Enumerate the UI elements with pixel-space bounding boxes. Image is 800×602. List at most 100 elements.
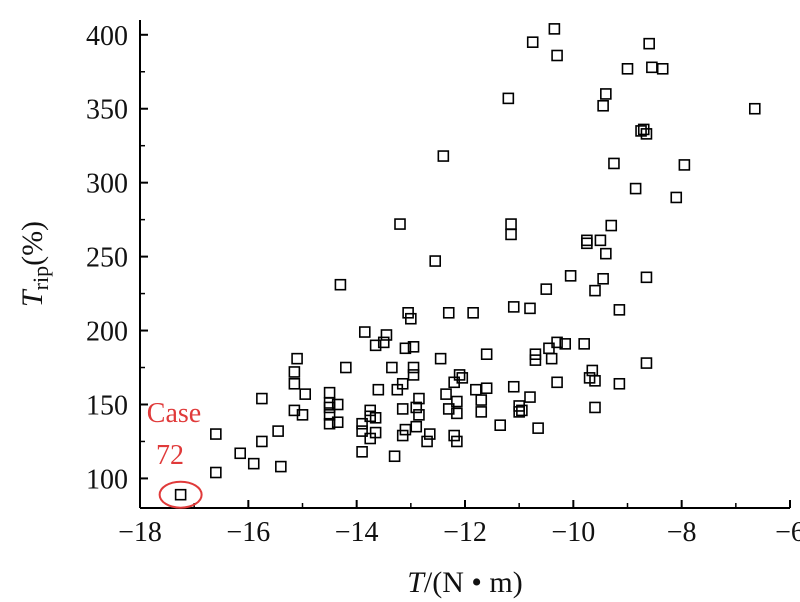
- data-point: [453, 369, 466, 381]
- data-point: [480, 348, 493, 361]
- data-point: [413, 392, 425, 405]
- x-tick-label: −12: [443, 517, 487, 548]
- data-point: [399, 342, 412, 355]
- data-point: [437, 150, 450, 162]
- data-point: [396, 377, 409, 390]
- data-point: [323, 386, 336, 399]
- data-point: [467, 306, 479, 319]
- data-point: [470, 383, 482, 396]
- data-point: [545, 352, 558, 365]
- annotation-case-label: Case: [147, 398, 201, 429]
- data-point: [640, 271, 653, 284]
- data-point: [358, 326, 371, 338]
- data-point: [529, 354, 542, 366]
- data-point: [526, 36, 539, 48]
- data-point: [440, 388, 452, 400]
- data-point: [377, 336, 390, 349]
- data-point: [410, 420, 423, 433]
- data-point: [505, 218, 517, 230]
- data-point: [586, 364, 599, 377]
- data-point: [369, 339, 382, 352]
- data-point: [551, 49, 563, 62]
- y-axis-title-subscript: rip: [28, 266, 53, 290]
- x-axis-title: T/(N • m): [407, 566, 523, 599]
- x-axis-title-symbol: T: [407, 566, 426, 599]
- x-axis-title-unit: /(N • m): [424, 566, 523, 599]
- data-point: [540, 283, 553, 295]
- data-point: [369, 411, 382, 424]
- x-tick-label: −14: [335, 517, 379, 548]
- data-point: [356, 417, 368, 430]
- data-point: [356, 425, 368, 437]
- data-point: [247, 457, 260, 470]
- data-point: [429, 255, 442, 267]
- annotation-circle: [158, 480, 203, 509]
- data-point: [600, 88, 612, 100]
- data-point: [275, 460, 287, 473]
- data-point: [605, 219, 618, 232]
- y-tick-label: 150: [86, 390, 128, 421]
- x-tick-label: −8: [667, 517, 697, 548]
- data-point: [174, 488, 187, 501]
- data-point: [524, 391, 536, 403]
- data-point: [210, 428, 222, 440]
- y-axis-title-unit: (%): [16, 221, 49, 266]
- data-point: [589, 284, 601, 297]
- data-point: [380, 329, 393, 341]
- data-point: [340, 361, 352, 374]
- data-point: [529, 348, 542, 361]
- data-point: [369, 426, 382, 439]
- axes-frame: −18 −16 −14 −12 −10 −8 −6 100 150 200 250 300 350 400: [86, 20, 800, 548]
- data-point: [388, 450, 401, 463]
- annotation-case-number: 72: [156, 440, 184, 471]
- data-point: [475, 394, 488, 406]
- data-point: [507, 380, 520, 393]
- data-point: [334, 278, 347, 291]
- data-point: [643, 37, 655, 50]
- y-axis-title: Trip(%): [16, 221, 53, 307]
- data-point: [629, 182, 642, 195]
- data-point: [291, 352, 303, 365]
- data-point: [670, 191, 683, 204]
- x-tick-label: −10: [551, 517, 595, 548]
- data-point: [640, 357, 653, 369]
- data-points: [174, 23, 761, 501]
- data-point: [548, 23, 561, 35]
- data-point: [256, 392, 268, 405]
- data-point: [748, 102, 761, 115]
- data-point: [456, 372, 469, 384]
- data-point: [331, 398, 344, 411]
- data-point: [589, 401, 601, 414]
- data-point: [646, 61, 658, 74]
- data-point: [448, 429, 460, 442]
- data-point: [234, 447, 247, 460]
- data-point: [288, 366, 301, 378]
- data-point: [323, 417, 336, 430]
- data-point: [581, 234, 593, 247]
- data-point: [678, 159, 691, 171]
- data-point: [407, 341, 420, 353]
- data-point: [475, 406, 488, 418]
- data-point: [451, 407, 463, 420]
- data-point: [551, 376, 563, 389]
- data-point: [331, 416, 344, 429]
- data-point: [323, 409, 336, 421]
- y-tick-label: 400: [86, 21, 128, 52]
- data-point: [524, 302, 536, 315]
- data-point: [613, 377, 626, 390]
- data-point: [421, 435, 433, 448]
- data-point: [405, 312, 417, 325]
- y-tick-label: 250: [86, 243, 128, 274]
- x-tick-label: −16: [226, 517, 270, 548]
- data-point: [394, 218, 406, 230]
- data-point: [396, 403, 409, 415]
- data-point: [559, 338, 572, 350]
- data-point: [656, 62, 669, 75]
- y-axis-title-symbol: T: [16, 288, 49, 307]
- data-point: [451, 395, 463, 408]
- data-point: [451, 435, 463, 448]
- data-point: [396, 429, 409, 442]
- data-point: [640, 128, 653, 140]
- data-point: [372, 383, 385, 396]
